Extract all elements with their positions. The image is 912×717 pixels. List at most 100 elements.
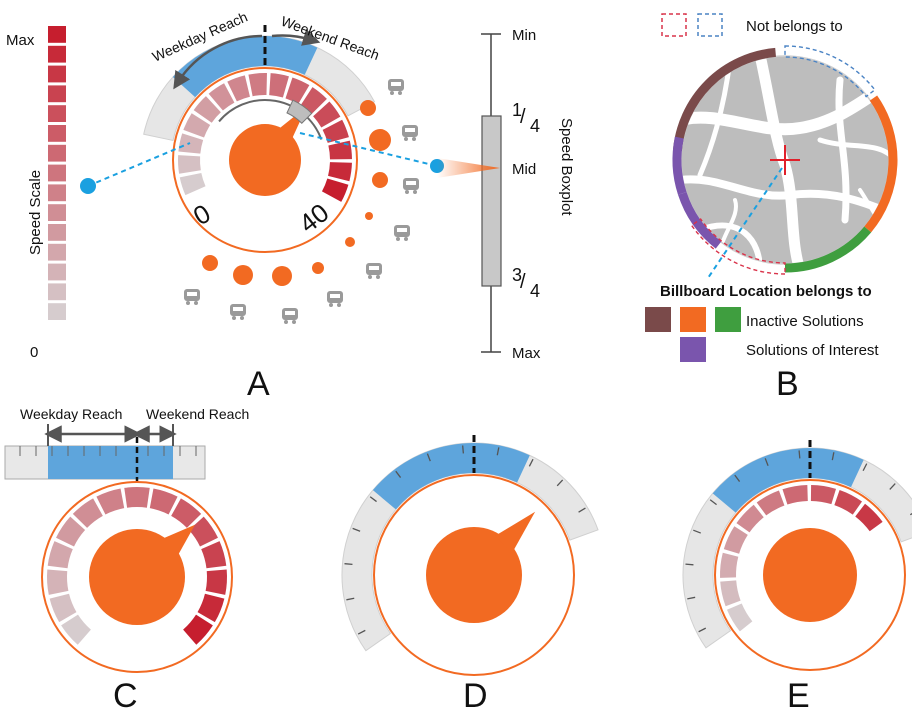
speed-scale-swatch	[48, 105, 66, 122]
speed-segment	[56, 516, 86, 547]
speed-segment	[834, 490, 863, 515]
speed-disc	[229, 124, 301, 196]
speed-segment	[285, 77, 310, 105]
speed-scale-legend: Max 0 Speed Scale	[6, 26, 66, 361]
legend-brown-swatch	[645, 307, 671, 332]
speed-pointer	[160, 524, 195, 558]
legend-inactive-label: Inactive Solutions	[746, 313, 864, 330]
speed-scale-swatch	[48, 26, 66, 43]
poi-dot	[369, 129, 391, 151]
reach-tick	[352, 527, 361, 532]
legend-belongs-label: Billboard Location belongs to	[660, 283, 872, 300]
reach-tick	[709, 499, 717, 506]
reach-tick	[889, 483, 896, 490]
boxplot-max-label: Max	[512, 345, 541, 362]
poi-dot	[312, 262, 324, 274]
ring-segment-orange	[864, 95, 898, 233]
boxplot-q3-slash: /	[520, 271, 526, 293]
boxplot-box	[481, 115, 502, 287]
reach-tick	[578, 507, 586, 513]
speed-segment	[149, 488, 178, 515]
graduation-cap-icon	[402, 125, 418, 141]
ring-segment-brown	[672, 47, 777, 152]
inner-speed-cap	[286, 99, 313, 124]
boxplot-q3-num: 3	[512, 265, 522, 285]
poi-icons	[184, 79, 419, 324]
speed-scale-swatch	[48, 243, 66, 261]
ring-segment-green	[784, 226, 872, 273]
poi-dot	[372, 172, 388, 188]
speed-segment	[756, 490, 785, 516]
speed-scale-swatch	[48, 263, 66, 281]
reach-tick	[496, 447, 500, 456]
speed-disc	[763, 528, 857, 622]
gauge-a	[143, 25, 376, 253]
speed-scale-max-label: Max	[6, 32, 35, 49]
reach-tick	[698, 627, 707, 633]
speed-segment	[736, 504, 764, 533]
legend-dashed-blue-swatch	[697, 13, 723, 37]
panel-a: Weekday Reach Weekend Reach 0 40 A	[80, 8, 444, 403]
boxplot-q3-den: 4	[530, 281, 540, 301]
reach-tick	[528, 458, 534, 467]
panel-label-b: B	[776, 365, 799, 403]
panel-label-a: A	[247, 365, 270, 403]
speed-segment	[300, 87, 327, 115]
speed-segment	[171, 498, 202, 528]
panel-label-e: E	[787, 677, 810, 715]
boxplot-median-cone	[437, 158, 500, 178]
panel-label-c: C	[113, 677, 138, 715]
speed-segment	[179, 172, 206, 196]
weekend-reach-arrow	[271, 29, 321, 46]
speed-segment	[723, 526, 748, 554]
speed-segment	[248, 73, 267, 97]
legend-orange-swatch	[680, 307, 706, 332]
speed-segment	[183, 113, 211, 138]
reach-tick	[462, 445, 465, 454]
speed-segment	[193, 96, 221, 123]
speed-segment	[321, 178, 349, 202]
speed-segment	[47, 569, 69, 595]
panel-e: E	[682, 440, 912, 715]
reach-tick	[369, 496, 377, 503]
speed-scale-title: Speed Scale	[27, 170, 44, 255]
speed-segment	[49, 593, 77, 623]
reach-tick	[687, 596, 696, 600]
poi-dot	[233, 265, 253, 285]
reach-tick	[764, 458, 769, 467]
speed-segment	[197, 593, 225, 623]
speed-segment	[72, 498, 103, 528]
weekend-reach-label-c: Weekend Reach	[146, 406, 249, 422]
panel-label-d: D	[463, 677, 488, 715]
poi-dot	[272, 266, 292, 286]
legend-interest-label: Solutions of Interest	[746, 342, 879, 359]
speed-segment	[855, 503, 883, 532]
poi-dot	[345, 237, 355, 247]
reach-tick	[798, 450, 801, 459]
speed-scale-swatch	[48, 144, 66, 162]
speed-scale-swatch	[48, 45, 66, 63]
reach-band	[372, 443, 530, 510]
reach-tick	[357, 629, 366, 635]
boxplot-q1-den: 4	[530, 116, 540, 136]
speed-segment	[322, 119, 349, 143]
speed-segment	[183, 614, 213, 645]
speed-segment	[178, 133, 204, 154]
ring-segment-purple	[672, 136, 687, 195]
speed-disc	[89, 529, 185, 625]
legend-not-belongs-label: Not belongs to	[746, 18, 843, 35]
speed-segment	[328, 162, 352, 182]
speed-scale-swatches	[48, 26, 66, 320]
speed-scale-swatch	[48, 184, 66, 202]
reach-tick	[346, 597, 355, 601]
ring-dashed-blue	[784, 45, 876, 98]
reach-tick	[734, 474, 741, 482]
speed-segment	[124, 487, 150, 508]
reach-band	[712, 447, 864, 513]
poi-dot	[365, 212, 373, 220]
speed-segment	[313, 101, 341, 128]
poi-dot	[360, 100, 376, 116]
speed-segment	[227, 75, 250, 102]
legend-green-swatch	[715, 307, 741, 332]
